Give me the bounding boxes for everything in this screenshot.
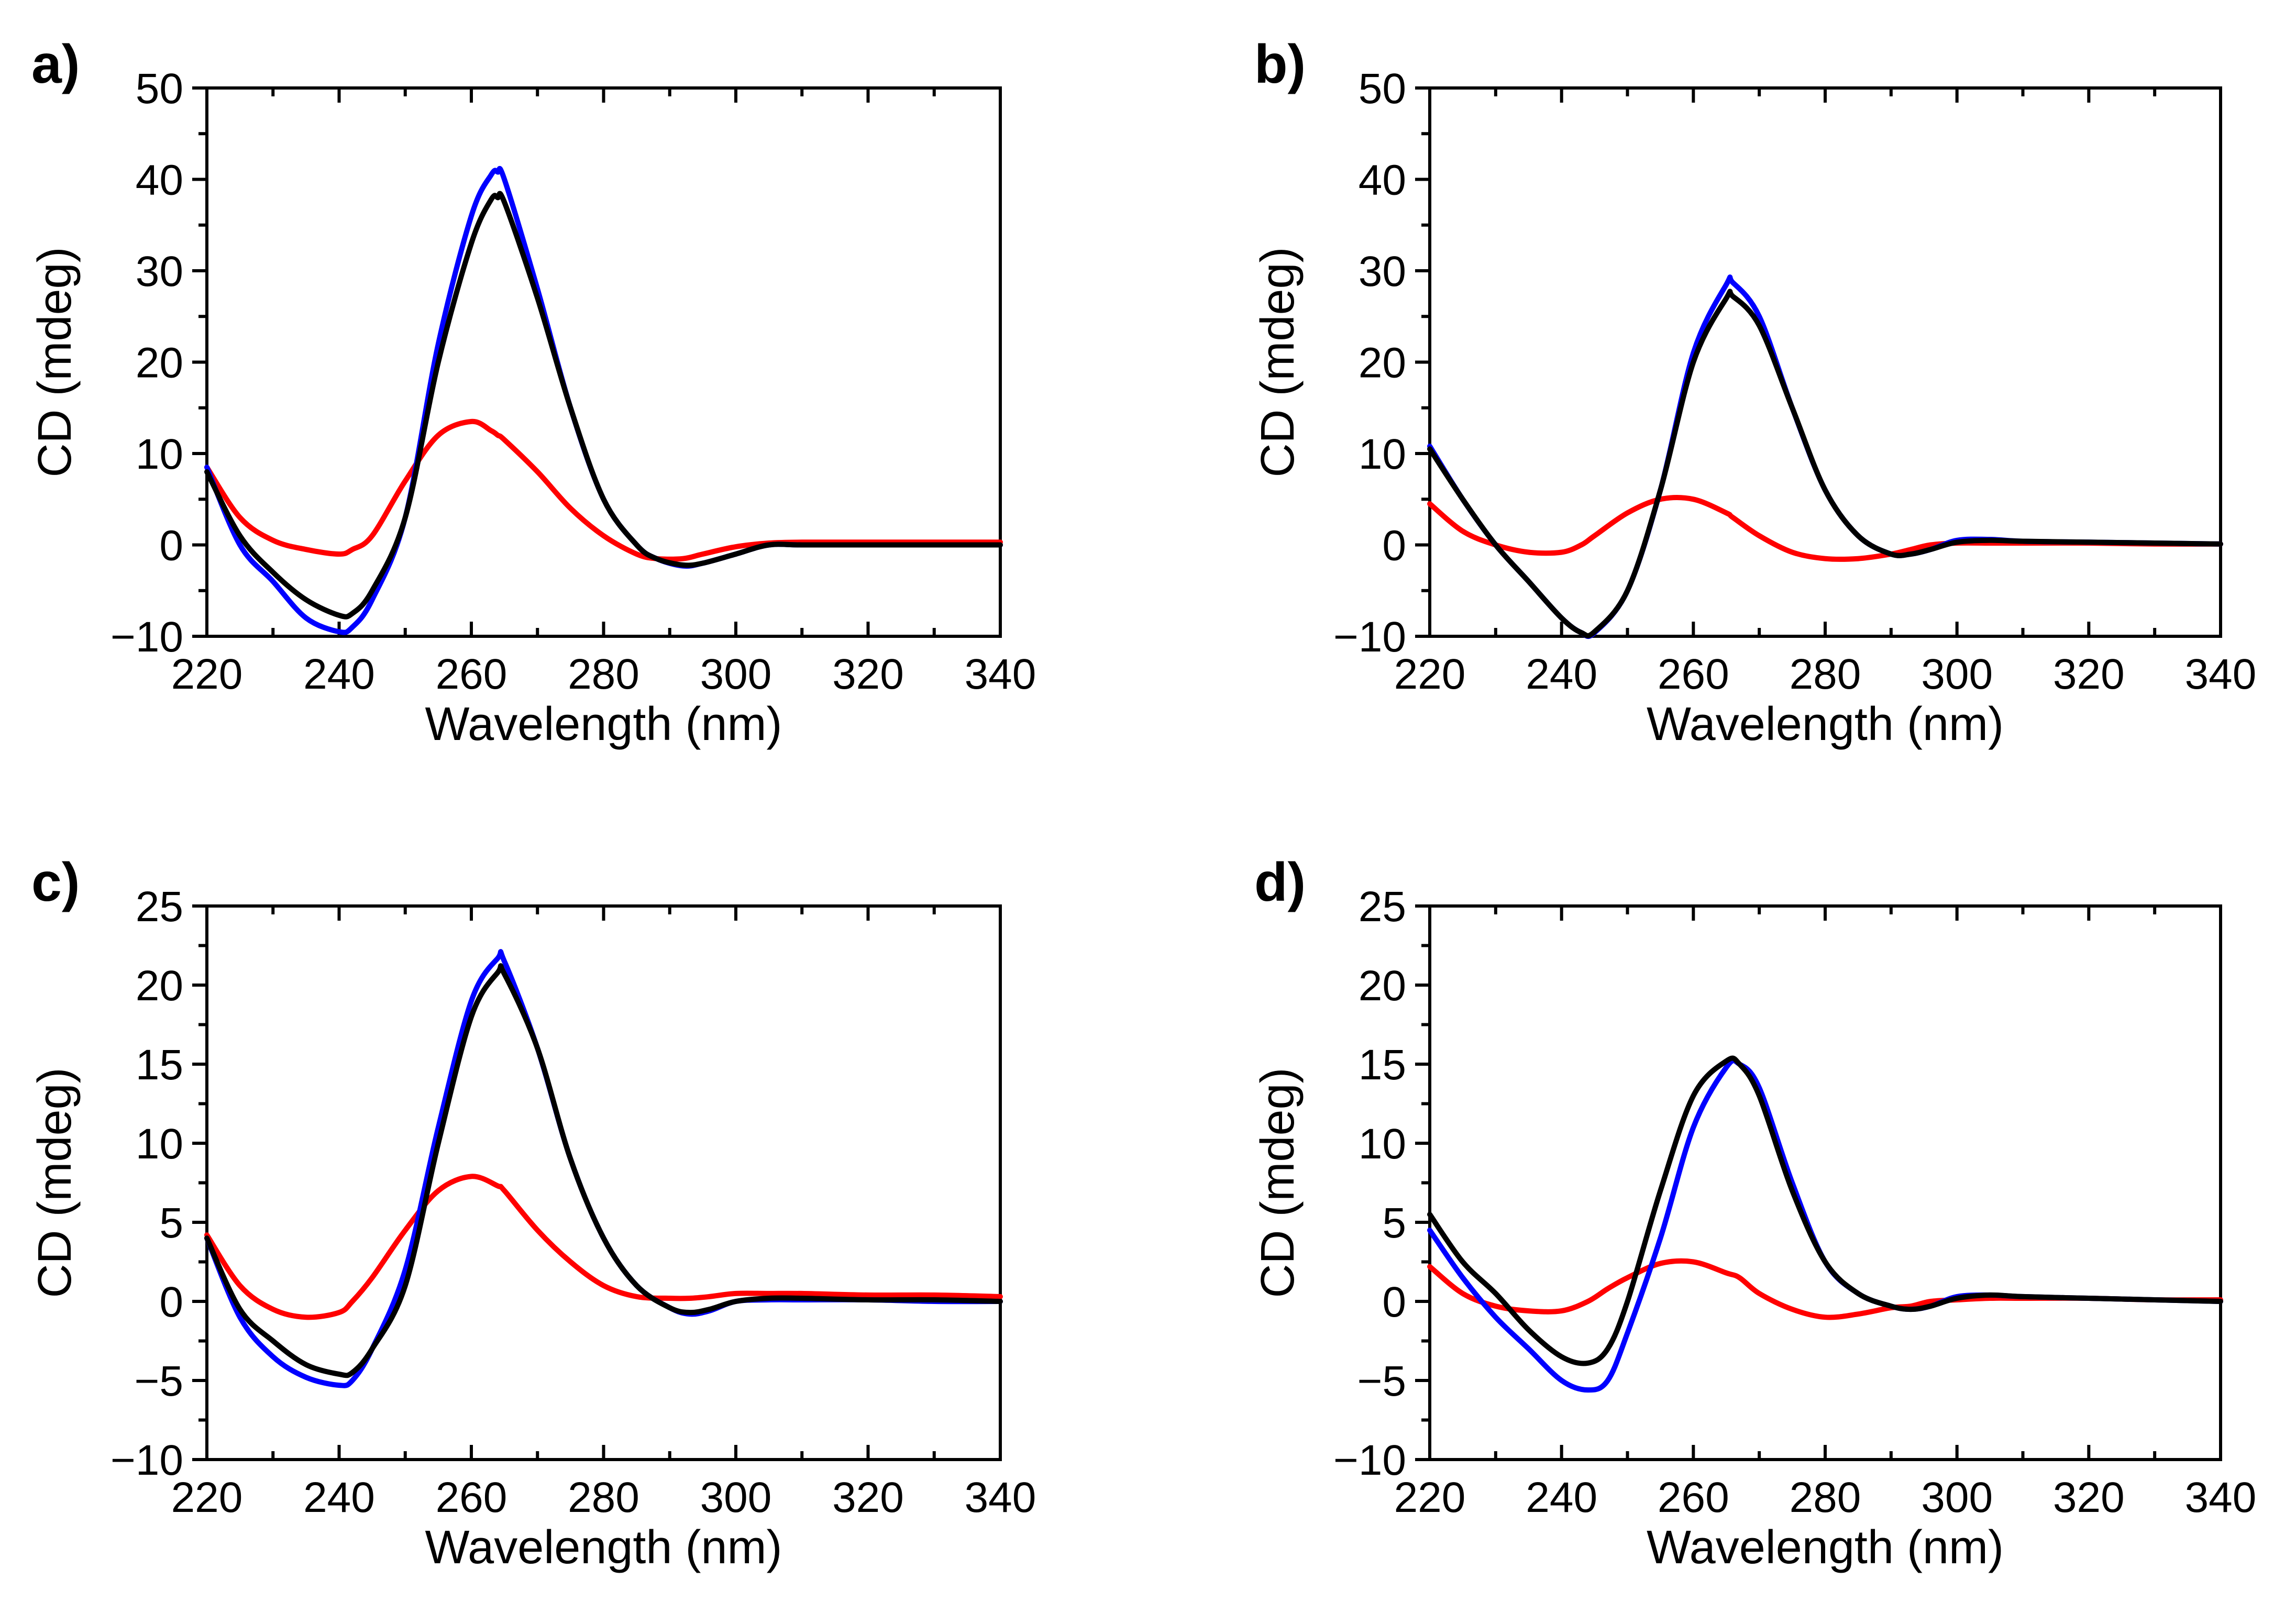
y-tick-label: 0	[159, 1278, 183, 1326]
y-tick-label: 0	[159, 522, 183, 570]
x-tick-label: 340	[965, 650, 1036, 698]
x-tick-label: 320	[832, 1474, 904, 1521]
y-tick-label: 50	[136, 65, 183, 113]
x-tick-label: 300	[1921, 1474, 1993, 1521]
x-tick-label: 220	[1394, 1474, 1466, 1521]
panel-b: b) 220 240 260 280 300 320 340 −10 0 10 20 30 40 50 Wav…	[1252, 34, 2256, 750]
panel-c: c) 220 240 260 280 300 320 340 −10 −5 0 5 10 15 20 25 Wa…	[29, 852, 1036, 1574]
y-tick-label: 20	[1359, 962, 1406, 1010]
y-tick-label: 0	[1382, 1278, 1406, 1326]
y-tick-label: 5	[159, 1199, 183, 1247]
x-tick-label: 280	[568, 650, 639, 698]
panel-label: a)	[31, 34, 80, 95]
x-axis-title: Wavelength (nm)	[425, 1521, 782, 1574]
x-tick-label: 280	[568, 1474, 639, 1521]
y-tick-label: 10	[136, 430, 183, 478]
series-line-red	[204, 1174, 1003, 1320]
y-tick-label: 40	[1359, 157, 1406, 204]
x-tick-label: 320	[832, 650, 904, 698]
x-tick-label: 300	[700, 1474, 772, 1521]
y-tick-label: −10	[111, 613, 183, 661]
x-tick-label: 280	[1790, 650, 1861, 698]
x-tick-label: 340	[2185, 650, 2257, 698]
x-tick-label: 220	[1394, 650, 1466, 698]
series-line-black	[204, 963, 1003, 1378]
y-tick-label: −10	[111, 1437, 183, 1484]
x-tick-label: 260	[1658, 650, 1729, 698]
y-tick-label: −5	[1357, 1357, 1407, 1405]
x-tick-label: 300	[1921, 650, 1993, 698]
series-line-blue	[204, 165, 1003, 635]
y-tick-label: 15	[1359, 1041, 1406, 1089]
y-tick-label: 5	[1382, 1199, 1406, 1247]
y-tick-label: −10	[1333, 1437, 1406, 1484]
y-tick-label: 25	[136, 883, 183, 931]
x-tick-label: 220	[171, 1474, 243, 1521]
y-tick-label: 50	[1359, 65, 1406, 113]
series-line-blue	[1427, 274, 2223, 639]
x-tick-label: 240	[1526, 1474, 1597, 1521]
y-tick-label: 10	[1359, 1120, 1406, 1168]
plot-frame	[1428, 904, 2222, 1461]
series-line-red	[1427, 495, 2223, 562]
x-tick-label: 240	[303, 1474, 375, 1521]
series-line-black	[204, 191, 1003, 620]
panel-a: a) 220 240 260 280 300 320 340 −10 0 10 20 30 40 50 Wav…	[29, 34, 1036, 750]
y-tick-label: 10	[136, 1120, 183, 1168]
x-tick-label: 280	[1790, 1474, 1861, 1521]
x-tick-label: 340	[965, 1474, 1036, 1521]
y-tick-label: 10	[1359, 430, 1406, 478]
x-tick-label: 300	[700, 650, 772, 698]
x-tick-label: 220	[171, 650, 243, 698]
panel-label: b)	[1254, 34, 1306, 95]
y-tick-label: 20	[136, 339, 183, 387]
x-tick-label: 320	[2053, 650, 2125, 698]
series-line-black	[1427, 289, 2223, 638]
x-tick-label: 320	[2053, 1474, 2125, 1521]
x-tick-label: 340	[2185, 1474, 2257, 1521]
panel-label: d)	[1254, 852, 1306, 913]
y-axis-title: CD (mdeg)	[29, 1067, 81, 1298]
x-axis-title: Wavelength (nm)	[425, 698, 782, 750]
y-axis-title: CD (mdeg)	[1252, 247, 1304, 477]
x-axis-title: Wavelength (nm)	[1647, 698, 2004, 750]
y-tick-label: 20	[1359, 339, 1406, 387]
plot-frame	[205, 904, 1002, 1461]
series-line-blue	[1427, 1058, 2223, 1393]
y-axis-title: CD (mdeg)	[1252, 1067, 1304, 1298]
y-tick-label: 25	[1359, 883, 1406, 931]
x-tick-label: 240	[1526, 650, 1597, 698]
series-line-blue	[204, 949, 1003, 1388]
x-tick-label: 260	[436, 1474, 507, 1521]
y-tick-label: 30	[136, 248, 183, 295]
panel-label: c)	[31, 852, 80, 913]
y-tick-label: −10	[1333, 613, 1406, 661]
y-tick-label: 0	[1382, 522, 1406, 570]
y-tick-label: 30	[1359, 248, 1406, 295]
y-axis-title: CD (mdeg)	[29, 247, 81, 477]
y-tick-label: 15	[136, 1041, 183, 1089]
x-tick-label: 260	[436, 650, 507, 698]
series-line-red	[1427, 1258, 2223, 1320]
y-tick-label: −5	[135, 1357, 184, 1405]
x-tick-label: 240	[303, 650, 375, 698]
series-line-black	[1427, 1055, 2223, 1366]
x-axis-title: Wavelength (nm)	[1647, 1521, 2004, 1574]
x-tick-label: 260	[1658, 1474, 1729, 1521]
series-line-red	[204, 418, 1003, 562]
panel-d: d) 220 240 260 280 300 320 340 −10 −5 0 5 10 15 20 25 Wa…	[1252, 852, 2256, 1574]
y-tick-label: 20	[136, 962, 183, 1010]
y-tick-label: 40	[136, 157, 183, 204]
